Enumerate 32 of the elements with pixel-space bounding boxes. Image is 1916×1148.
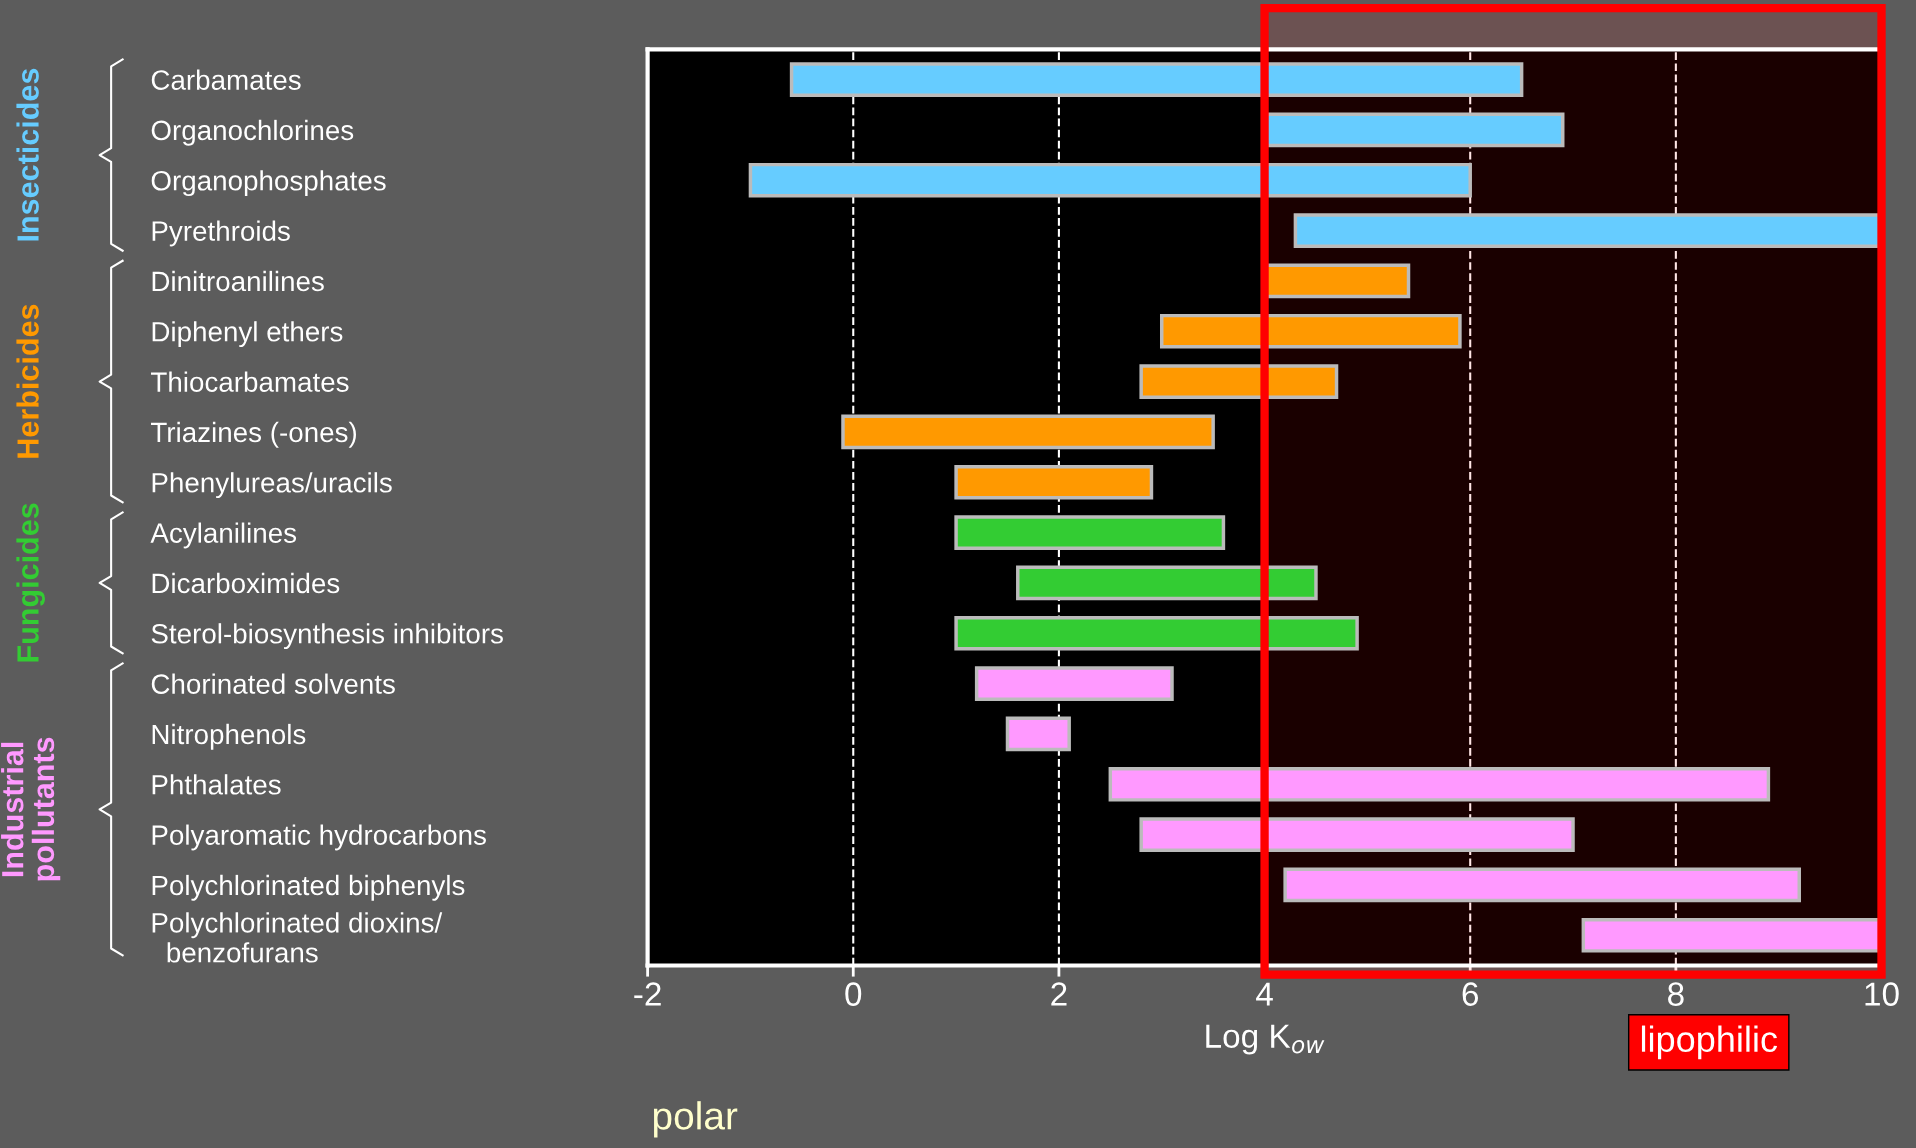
text: Insecticides <box>16 68 39 241</box>
y-tick-label: Triazines (-ones) <box>151 421 357 448</box>
x-tick-label: 10 <box>1865 982 1899 1006</box>
y-tick-label: Sterol-biosynthesis inhibitors <box>151 623 503 650</box>
y-tick-label: Phenylureas/uracils <box>152 472 392 499</box>
x-axis-title: Log K$_{ow}$ <box>1206 1024 1325 1055</box>
band-label: lipophilic <box>1641 1025 1778 1060</box>
y-tick-label: Organochlorines <box>151 119 354 146</box>
y-tick-label: Organophosphates <box>151 170 386 197</box>
y-tick-label: Nitrophenols <box>152 723 306 750</box>
y-tick-label: Thiocarbamates <box>151 371 349 392</box>
y-tick-label: Diphenyl ethers <box>152 321 343 348</box>
y-tick-label: Carbamates <box>151 69 301 90</box>
y-tick-label: Pyrethroids <box>152 220 290 247</box>
text: polar <box>653 1101 738 1138</box>
x-tick-label: 8 <box>1668 982 1684 1006</box>
y-tick-label: Polychlorinated dioxins/ benzofurans <box>152 912 443 963</box>
y-tick-label: Acylanilines <box>150 522 297 549</box>
x-tick-label: 6 <box>1462 982 1479 1006</box>
text: Herbicides <box>16 304 39 458</box>
y-tick-label: Chorinated solvents <box>151 673 395 694</box>
text: Industrial pollutants <box>1 737 61 881</box>
y-tick-label: Dicarboximides <box>152 572 340 594</box>
y-tick-label: Phthalates <box>152 774 281 795</box>
y-tick-label: Polyaromatic hydrocarbons <box>152 824 486 851</box>
text: Fungicides <box>16 503 45 662</box>
x-tick-label: 2 <box>1051 982 1067 1006</box>
y-tick-label: Polychlorinated biphenyls <box>152 874 465 901</box>
x-tick-label: 4 <box>1256 982 1273 1006</box>
x-tick-label: -2 <box>634 982 661 1006</box>
x-tick-label: 0 <box>845 982 862 1006</box>
y-tick-label: Dinitroanilines <box>152 270 324 292</box>
